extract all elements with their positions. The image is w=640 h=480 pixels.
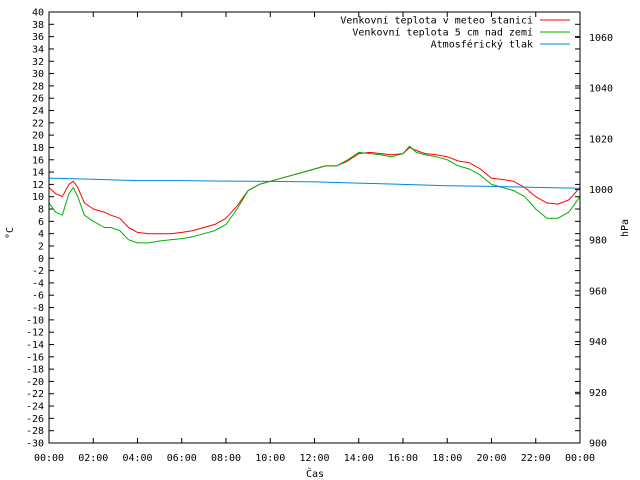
y-left-tick-label: -24	[26, 402, 44, 413]
y-left-tick-label: 8	[38, 205, 44, 216]
y-left-tick-label: 22	[32, 118, 44, 129]
y-right-tick-label: 1060	[589, 33, 613, 44]
x-tick-label: 06:00	[167, 453, 197, 464]
x-tick-label: 16:00	[388, 453, 418, 464]
x-tick-label: 10:00	[255, 453, 285, 464]
y-left-tick-label: -6	[32, 291, 44, 302]
x-tick-label: 22:00	[521, 453, 551, 464]
legend-label: Venkovní teplota v meteo stanici	[340, 15, 533, 27]
y-left-tick-label: -18	[26, 365, 44, 376]
x-tick-label: 08:00	[211, 453, 241, 464]
y-right-tick-label: 980	[589, 236, 607, 247]
y-left-tick-label: 16	[32, 155, 44, 166]
y-left-tick-label: 26	[32, 94, 44, 105]
x-axis-title: Čas	[306, 467, 324, 480]
y-left-tick-label: 36	[32, 32, 44, 43]
y-left-tick-label: -8	[32, 303, 44, 314]
y-left-tick-label: -10	[26, 315, 44, 326]
y-left-tick-label: 0	[38, 254, 44, 265]
y-left-tick-label: 6	[38, 217, 44, 228]
y-left-tick-label: 28	[32, 81, 44, 92]
y-right-tick-label: 1040	[589, 84, 613, 95]
y-left-tick-label: -20	[26, 377, 44, 388]
y-right-tick-label: 1020	[589, 134, 613, 145]
y-left-tick-label: 38	[32, 20, 44, 31]
y-left-tick-label: -30	[26, 439, 44, 450]
y-right-tick-label: 940	[589, 337, 607, 348]
y-left-tick-label: 30	[32, 69, 44, 80]
y-left-axis-title: °C	[5, 227, 16, 239]
x-tick-label: 18:00	[432, 453, 462, 464]
y-left-tick-label: 32	[32, 57, 44, 68]
y-left-tick-label: 24	[32, 106, 44, 117]
y-left-tick-label: 4	[38, 229, 44, 240]
y-right-tick-label: 920	[589, 388, 607, 399]
x-axis: 00:00 02:00 04:00 06:00 08:00 10:00 12:00 14:00…	[34, 12, 595, 464]
y-left-tick-label: 40	[32, 8, 44, 19]
x-tick-label: 04:00	[122, 453, 152, 464]
legend-label: Venkovní teplota 5 cm nad zemí	[352, 27, 533, 39]
y-left-tick-label: 12	[32, 180, 44, 191]
x-tick-label: 00:00	[34, 453, 64, 464]
y-left-tick-label: 34	[32, 44, 44, 55]
series-line-3	[48, 177, 581, 189]
y-left-axis: -30-28-26-24-22-20-18-16-14-12-10-8-6-4-…	[26, 8, 580, 450]
y-left-tick-label: -28	[26, 426, 44, 437]
x-tick-label: 14:00	[344, 453, 374, 464]
y-left-tick-label: 14	[32, 168, 44, 179]
y-left-tick-label: -22	[26, 389, 44, 400]
y-right-axis: 900 920 940 960 980 1000 1020 1040 1060	[575, 33, 613, 450]
y-right-tick-label: 960	[589, 286, 607, 297]
y-left-tick-label: -12	[26, 328, 44, 339]
y-left-tick-label: -14	[26, 340, 44, 351]
y-left-tick-label: 2	[38, 241, 44, 252]
y-left-tick-label: -2	[32, 266, 44, 277]
y-right-tick-label: 1000	[589, 185, 613, 196]
plot-frame	[48, 11, 581, 444]
series-line-1	[48, 147, 581, 235]
x-tick-label: 12:00	[299, 453, 329, 464]
y-right-tick-label: 900	[589, 439, 607, 450]
series-line-2	[48, 145, 581, 244]
x-tick-label: 20:00	[476, 453, 506, 464]
y-left-tick-label: 18	[32, 143, 44, 154]
y-left-tick-label: -26	[26, 414, 44, 425]
legend-label: Atmosférický tlak	[431, 39, 533, 51]
legend: Venkovní teplota v meteo staniciVenkovní…	[340, 15, 570, 51]
x-tick-label: 00:00	[565, 453, 595, 464]
x-tick-label: 02:00	[78, 453, 108, 464]
y-left-tick-label: -4	[32, 278, 44, 289]
y-left-tick-label: -16	[26, 352, 44, 363]
y-right-axis-title: hPa	[620, 219, 631, 237]
y-left-tick-label: 20	[32, 131, 44, 142]
y-left-tick-label: 10	[32, 192, 44, 203]
plot-area	[48, 145, 581, 244]
